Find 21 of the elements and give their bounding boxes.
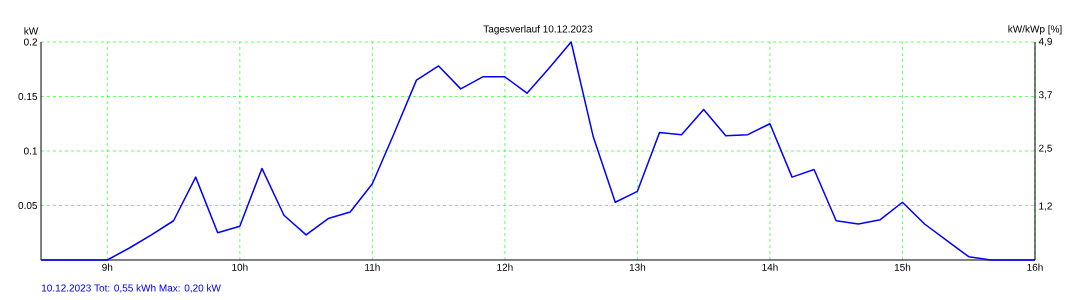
x-tick-label: 16h — [1027, 263, 1043, 271]
y2-tick-label: 3,7 — [1038, 91, 1052, 100]
x-tick-label: 13h — [629, 263, 646, 271]
y-axis-title: kW — [24, 27, 39, 35]
y2-tick-label: 4,9 — [1038, 37, 1052, 47]
y-tick-label: 0.1 — [23, 147, 38, 155]
x-tick-label: 14h — [762, 263, 778, 271]
x-tick-label: 10h — [232, 263, 248, 271]
y-tick-label: 0.05 — [18, 201, 38, 210]
x-tick-label: 9h — [102, 263, 113, 271]
y2-tick-label: 2,5 — [1039, 144, 1053, 153]
y-tick-label: 0.2 — [23, 38, 37, 46]
x-tick-label: 15h — [894, 263, 911, 271]
y-tick-label: 0.15 — [18, 92, 38, 101]
text: 10.12.2023 Tot: 0,55 kWh Max: 0,20 kW — [41, 284, 221, 293]
x-tick-label: 12h — [497, 263, 513, 271]
line-series — [40, 41, 1036, 261]
chart-title: Tagesverlauf 10.12.2023 — [483, 25, 593, 35]
y2-axis-title: kW/kWp [%] — [1008, 25, 1062, 35]
x-tick-label: 11h — [365, 263, 380, 271]
y2-tick-label: 1,2 — [1039, 202, 1052, 211]
